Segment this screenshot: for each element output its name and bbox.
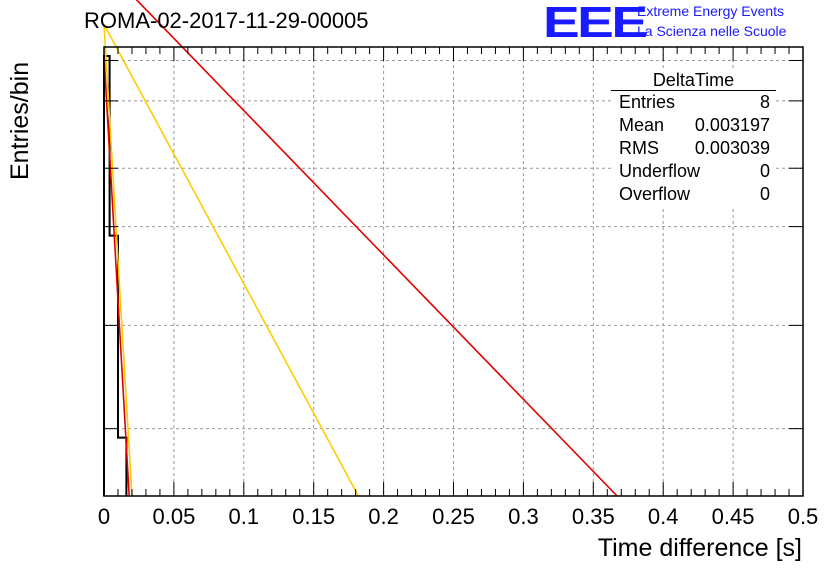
series-line-3 [103, 55, 130, 497]
stats-label: Mean [619, 115, 665, 135]
stats-row-rms: RMS 0.003039 [611, 137, 776, 160]
x-axis-label: Time difference [s] [597, 534, 802, 562]
x-tick-label: 0.35 [572, 504, 615, 529]
x-tick-label: 0.1 [229, 504, 260, 529]
stats-value: 8 [759, 92, 770, 112]
stats-row-mean: Mean 0.003197 [611, 114, 776, 137]
series-line-1 [103, 24, 133, 497]
chart-title: ROMA-02-2017-11-29-00005 [84, 8, 369, 33]
logo-line-2: La Scienza nelle Scuole [637, 23, 787, 39]
x-tick-label: 0 [98, 504, 110, 529]
stats-value: 0 [759, 161, 770, 181]
logo-line-1: Extreme Energy Events [637, 3, 785, 19]
series-line-2 [103, 24, 360, 497]
series-line-4 [135, 0, 618, 497]
stats-row-underflow: Underflow 0 [611, 160, 776, 183]
x-tick-label: 0.4 [648, 504, 679, 529]
series-group [103, 0, 618, 497]
stats-value: 0.003197 [694, 115, 770, 135]
eee-logo: EEE [543, 0, 648, 47]
stats-label: Underflow [619, 161, 701, 181]
axis-ticks [103, 47, 804, 496]
stats-row-entries: Entries 8 [611, 91, 776, 114]
stats-value: 0 [759, 184, 770, 204]
x-tick-label: 0.3 [508, 504, 539, 529]
x-tick-label: 0.45 [712, 504, 755, 529]
stats-title: DeltaTime [611, 70, 776, 91]
x-tick-label: 0.5 [788, 504, 819, 529]
stats-value: 0.003039 [694, 138, 770, 158]
y-axis-label: Entries/bin [6, 61, 34, 180]
stats-row-overflow: Overflow 0 [611, 183, 776, 206]
x-tick-label: 0.15 [292, 504, 335, 529]
stats-label: Entries [619, 92, 676, 112]
x-tick-label: 0.2 [368, 504, 399, 529]
x-tick-labels: 0 0.05 0.1 0.15 0.2 0.25 0.3 0.35 0.4 0.45 0.5 [98, 504, 818, 529]
stats-label: RMS [619, 138, 659, 158]
x-tick-label: 0.25 [432, 504, 475, 529]
stats-label: Overflow [619, 184, 691, 204]
stats-box: DeltaTime Entries 8 Mean 0.003197 RMS 0.… [611, 70, 776, 206]
x-tick-label: 0.05 [152, 504, 195, 529]
